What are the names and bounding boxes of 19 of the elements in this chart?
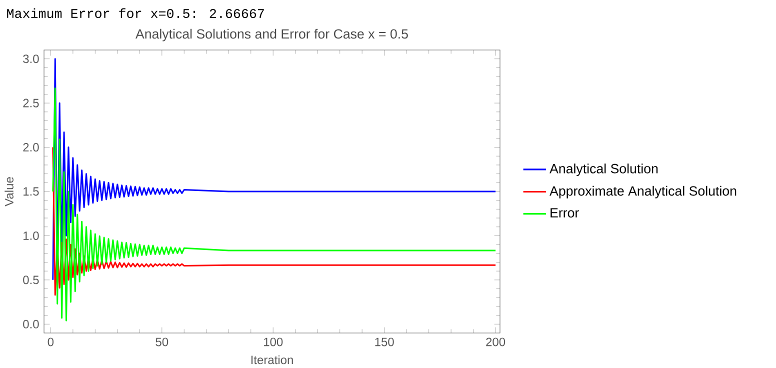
legend-label: Approximate Analytical Solution xyxy=(550,186,736,198)
y-tick-label: 1.0 xyxy=(24,231,39,240)
y-tick-label: 3.0 xyxy=(23,54,39,64)
y-tick-label: 0.5 xyxy=(23,276,39,284)
y-tick-label: 2.5 xyxy=(23,98,39,108)
x-tick-label: 50 xyxy=(156,338,168,346)
x-axis-title: Iteration xyxy=(251,355,293,364)
legend-label: Error xyxy=(550,208,579,218)
chart-title: Analytical Solutions and Error for Case x = 0.5 xyxy=(135,28,408,42)
y-tick-label: 0.0 xyxy=(23,320,39,328)
y-axis-title: Value xyxy=(4,177,14,206)
x-tick-label: 150 xyxy=(375,338,394,346)
y-tick-label: 2.0 xyxy=(23,143,39,152)
legend-label: Analytical Solution xyxy=(550,164,658,176)
text: Maximum Error for x=0.5: 2.66667 xyxy=(7,8,264,18)
x-tick-label: 100 xyxy=(264,338,283,346)
x-tick-label: 0 xyxy=(48,338,54,346)
y-tick-label: 1.5 xyxy=(24,187,39,196)
x-tick-label: 200 xyxy=(486,338,506,346)
